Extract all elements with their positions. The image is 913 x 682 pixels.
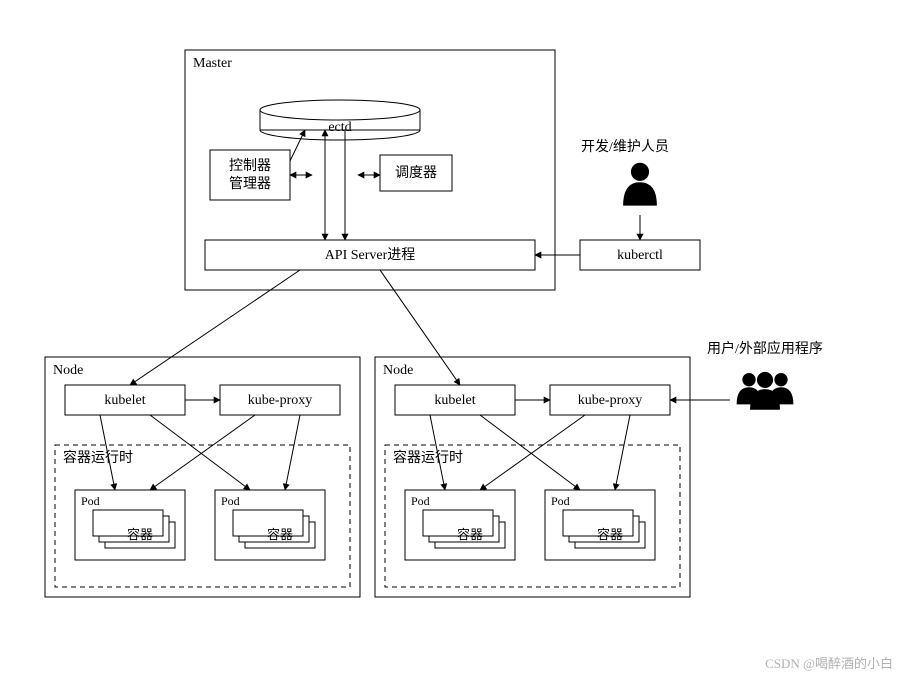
pod-right-2-label: Pod — [551, 494, 570, 508]
users-label: 用户/外部应用程序 — [707, 340, 823, 357]
edge-19 — [615, 415, 630, 490]
node-left-label: Node — [53, 363, 83, 378]
runtime-right-label: 容器运行时 — [393, 449, 463, 466]
api-server-label: API Server进程 — [325, 247, 416, 263]
controller-manager-box — [210, 150, 290, 200]
pod-right-2-container-label: 容器 — [597, 527, 623, 542]
pod-left-2-container-label: 容器 — [267, 527, 293, 542]
etcd-cylinder-top — [260, 100, 420, 120]
controller-manager-label-2: 管理器 — [229, 176, 271, 192]
etcd-label: ectd — [328, 120, 351, 135]
devops-label: 开发/维护人员 — [581, 139, 669, 155]
kubernetes-architecture-diagram: Master Node Node 容器运行时 容器运行时 ectd 控制器管理器 调度器 API… — [0, 0, 913, 682]
pod-left-1-container-label: 容器 — [127, 527, 153, 542]
kubelet-right-label: kubelet — [434, 393, 475, 408]
controller-manager-label-1: 控制器 — [229, 158, 271, 174]
pod-left-2-label: Pod — [221, 494, 240, 508]
scheduler-label: 调度器 — [395, 165, 437, 181]
pod-right-1-container-label: 容器 — [457, 527, 483, 542]
kube-proxy-left-label: kube-proxy — [248, 393, 313, 408]
node-right-label: Node — [383, 363, 413, 378]
kube-proxy-right-label: kube-proxy — [578, 393, 643, 408]
master-label: Master — [193, 56, 232, 71]
pod-right-1-label: Pod — [411, 494, 430, 508]
edge-7 — [130, 270, 300, 385]
edge-15 — [285, 415, 300, 490]
watermark: CSDN @喝醉酒的小白 — [765, 656, 893, 671]
kubelet-left-label: kubelet — [104, 393, 145, 408]
devops-person-icon — [623, 163, 657, 206]
runtime-left-label: 容器运行时 — [63, 449, 133, 466]
kubectl-label: kuberctl — [617, 248, 663, 263]
pod-left-1-label: Pod — [81, 494, 100, 508]
